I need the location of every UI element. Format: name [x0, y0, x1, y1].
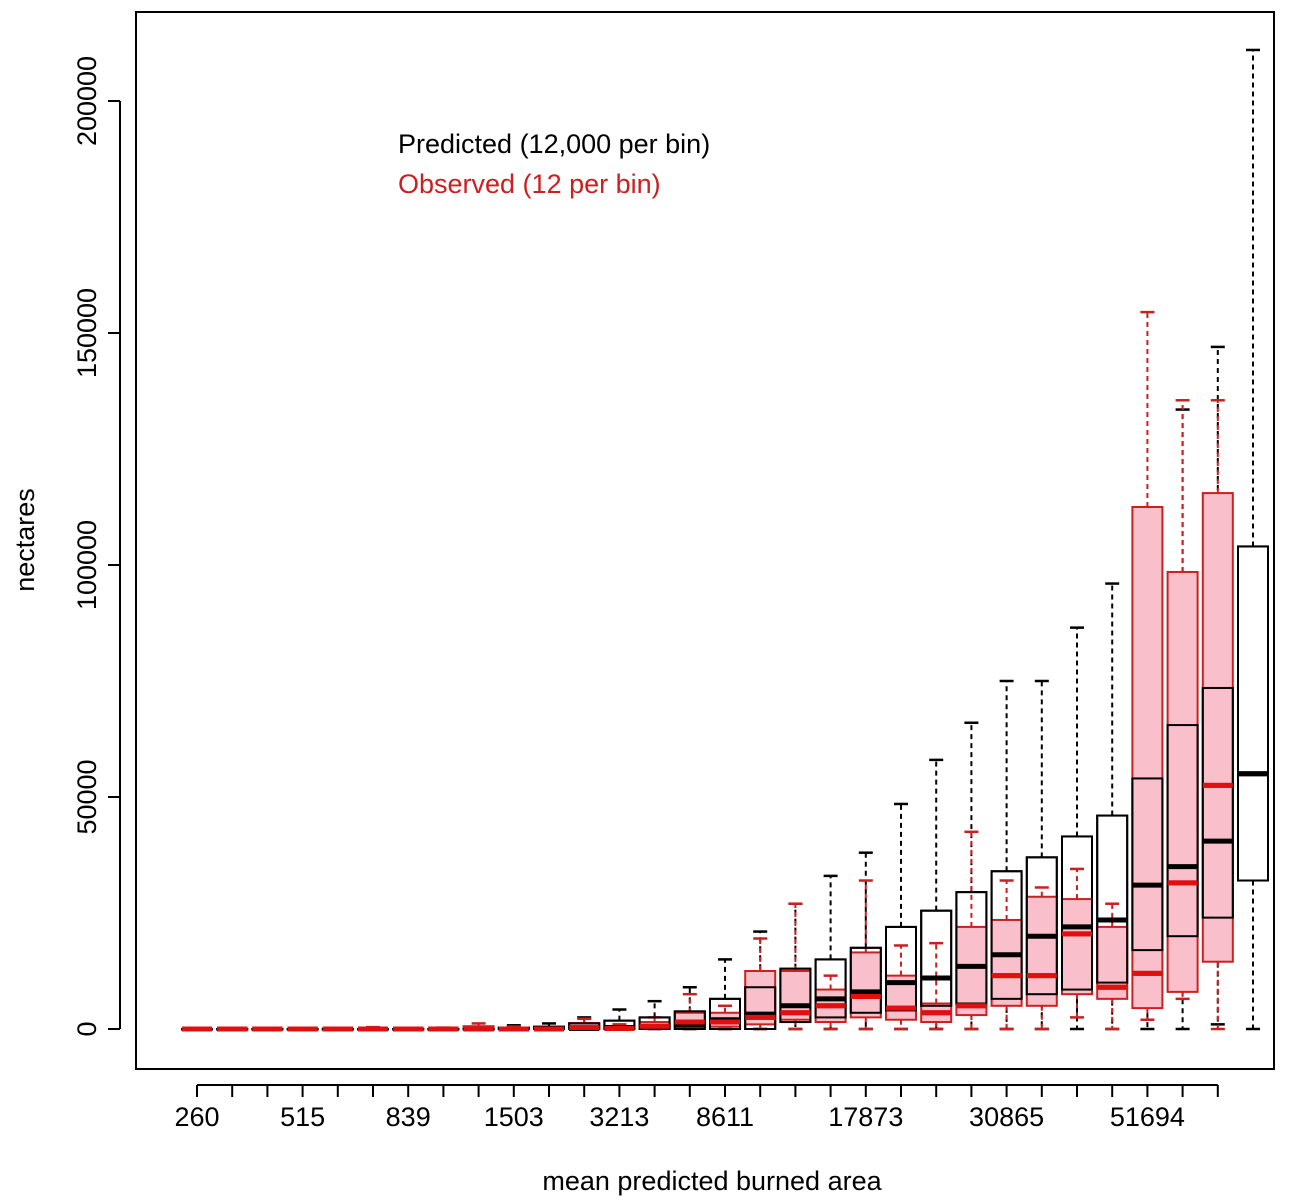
box-rect [1061, 835, 1093, 991]
box-rect [1061, 898, 1093, 996]
legend: Predicted (12,000 per bin) Observed (12 … [398, 129, 710, 199]
box-rect [1025, 895, 1058, 1007]
box-rect [1201, 686, 1234, 919]
box-predicted-overlay [1061, 835, 1093, 991]
box-rect [814, 958, 847, 1019]
box-predicted-overlay [1025, 856, 1058, 996]
box-rect [955, 925, 988, 1017]
box-predicted-overlay [849, 946, 882, 1014]
box-observed [849, 879, 882, 1031]
x-tick-label: 515 [280, 1102, 325, 1132]
box-observed [814, 974, 847, 1031]
box-observed [1201, 399, 1234, 1031]
box-predicted-overlay [1237, 545, 1269, 882]
y-tick-label: 150000 [72, 288, 102, 378]
box-observed [1096, 902, 1129, 1031]
box-predicted-overlay [779, 967, 812, 1024]
box-rect [1096, 814, 1129, 984]
box-rect [1166, 724, 1199, 938]
box-rect [1166, 570, 1199, 993]
box-predicted [920, 758, 953, 1031]
legend-observed-label: Observed (12 per bin) [398, 169, 661, 199]
x-tick-label: 30865 [969, 1102, 1044, 1132]
y-tick-label: 100000 [72, 520, 102, 610]
x-tick-label: 3213 [589, 1102, 649, 1132]
box-rect [1131, 777, 1164, 952]
y-axis: 0 50000 100000 150000 200000 [72, 56, 121, 1037]
box-rect [1237, 545, 1269, 882]
plot-frame [135, 11, 1275, 1070]
y-tick-label: 0 [72, 1021, 102, 1036]
box-observed [920, 941, 953, 1031]
box-observed [1131, 310, 1164, 1021]
y-axis-title: nectares [10, 488, 40, 592]
box-predicted [1237, 48, 1269, 1031]
box-observed [885, 944, 917, 1031]
box-rect [990, 918, 1023, 1007]
box-rect [849, 946, 882, 1014]
x-axis-title: mean predicted burned area [542, 1166, 882, 1196]
box-predicted-overlay [814, 958, 847, 1019]
box-observed [779, 902, 812, 1031]
x-tick-label: 51694 [1110, 1102, 1185, 1132]
box-rect [849, 951, 882, 1019]
boxes-layer [181, 48, 1269, 1032]
box-predicted-overlay [990, 870, 1023, 1000]
box-observed [1166, 399, 1199, 1001]
legend-predicted-label: Predicted (12,000 per bin) [398, 129, 710, 159]
box-predicted-overlay [1096, 814, 1129, 984]
box-predicted-overlay [1201, 686, 1234, 919]
box-rect [1131, 506, 1164, 1010]
box-rect [1237, 545, 1269, 882]
x-axis: 260 515 839 1503 3213 8611 17873 30865 51694 [174, 1084, 1219, 1132]
box-rect [1201, 492, 1234, 963]
box-predicted-overlay [1131, 777, 1164, 952]
box-predicted-overlay [744, 986, 777, 1030]
x-tick-label: 1503 [484, 1102, 544, 1132]
box-rect [744, 986, 777, 1030]
box-rect [709, 997, 741, 1031]
box-rect [1025, 856, 1058, 996]
box-rect [990, 870, 1023, 1000]
y-tick-label: 50000 [72, 759, 102, 834]
box-observed [955, 830, 988, 1031]
y-tick-label: 200000 [72, 56, 102, 146]
box-observed [1025, 886, 1058, 1031]
x-tick-label: 260 [174, 1102, 219, 1132]
x-tick-label: 17873 [828, 1102, 903, 1132]
box-rect [920, 909, 953, 1007]
box-predicted-overlay [920, 909, 953, 1007]
box-predicted-overlay [1166, 724, 1199, 938]
x-tick-label: 839 [386, 1102, 431, 1132]
x-tick-label: 8611 [696, 1102, 754, 1132]
box-rect [779, 967, 812, 1024]
box-observed [1061, 867, 1093, 1019]
